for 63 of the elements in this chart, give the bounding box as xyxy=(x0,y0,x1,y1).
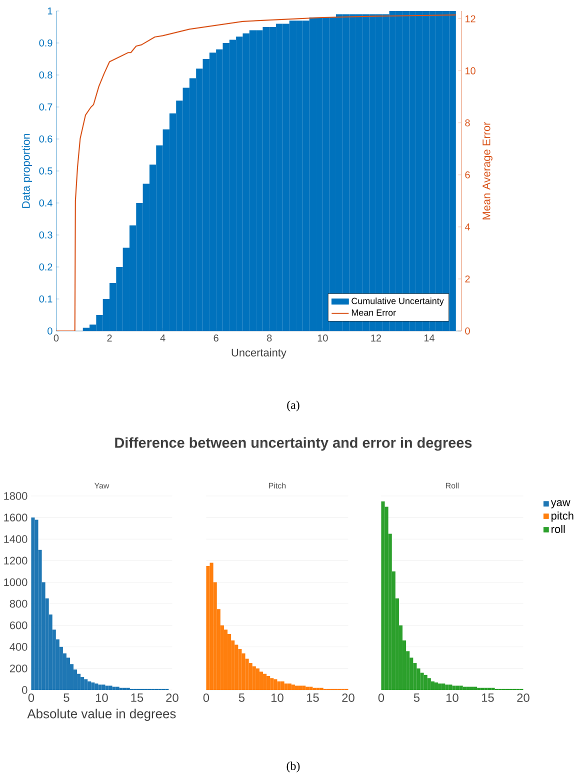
y-tick-label: 400 xyxy=(10,643,28,651)
y-tick-label: 1800 xyxy=(4,492,28,500)
x-tick-label: 20 xyxy=(342,694,354,702)
x-tick-label: 20 xyxy=(166,694,178,702)
x-tick-label: 20 xyxy=(517,694,530,702)
y-tick-label: 0.8 xyxy=(39,71,52,79)
y-tick-label: 600 xyxy=(10,621,28,630)
x-tick-label: 0 xyxy=(54,334,59,342)
text: Difference between uncertainty and error in degrees xyxy=(115,437,472,451)
y2-tick-label: 2 xyxy=(465,275,470,282)
x-tick-label: 5 xyxy=(414,694,420,702)
y-tick-label: 0.7 xyxy=(39,103,52,111)
y-tick-label: 0.4 xyxy=(39,199,52,207)
x-tick-label: 8 xyxy=(266,334,272,342)
x-axis-title: Uncertainty xyxy=(232,348,286,359)
y2-tick-label: 4 xyxy=(464,223,470,230)
y-tick-label: 0.9 xyxy=(39,39,52,47)
y-tick-label: 0.2 xyxy=(39,263,52,271)
x-tick-label: 15 xyxy=(482,694,494,702)
legend-label: Mean Error xyxy=(352,310,396,316)
x-tick-label: 15 xyxy=(306,694,319,702)
y-tick-label: 200 xyxy=(10,664,28,672)
x-tick-label: 12 xyxy=(371,334,381,342)
y2-tick-label: 6 xyxy=(465,171,470,178)
y-tick-label: 1400 xyxy=(4,535,28,543)
text: pitch xyxy=(551,512,574,522)
x-tick-label: 2 xyxy=(107,334,112,342)
legend-label: Cumulative Uncertainty xyxy=(352,298,444,306)
legend-label: roll xyxy=(551,524,565,534)
x-tick-label: 0 xyxy=(28,694,34,702)
y-tick-label: 800 xyxy=(10,600,28,608)
x-tick-label: 6 xyxy=(214,334,218,342)
y2-tick-label: 10 xyxy=(465,67,476,74)
y-tick-label: 0.6 xyxy=(39,135,52,143)
x-tick-label: 0 xyxy=(203,694,209,702)
y-tick-label: 0.1 xyxy=(39,295,52,303)
y-tick-label: 0 xyxy=(47,327,52,335)
y-tick-label: 0 xyxy=(22,686,28,694)
x-tick-label: 10 xyxy=(96,694,108,702)
y-tick-label: 1000 xyxy=(4,578,28,586)
y2-tick-label: 12 xyxy=(465,15,476,22)
x-tick-label: 5 xyxy=(64,694,70,702)
x-tick-label: 10 xyxy=(318,334,328,342)
y-tick-label: 1200 xyxy=(4,556,28,565)
x-tick-label: 10 xyxy=(446,694,458,702)
text: (a) xyxy=(287,400,300,412)
x-tick-label: 10 xyxy=(271,694,284,702)
text: (b) xyxy=(286,762,300,772)
y-tick-label: 1 xyxy=(48,8,52,14)
x-tick-label: 4 xyxy=(160,334,166,342)
y2-tick-label: 8 xyxy=(465,119,470,126)
y-tick-label: 0.3 xyxy=(39,231,52,239)
x-axis-title: Absolute value in degrees xyxy=(27,708,176,721)
x-tick-label: 15 xyxy=(131,694,144,702)
y-tick-label: 1600 xyxy=(4,514,28,522)
y2-tick-label: 0 xyxy=(465,327,470,335)
x-tick-label: 14 xyxy=(424,334,434,342)
text: yaw xyxy=(550,500,570,508)
x-tick-label: 0 xyxy=(378,694,384,702)
y-tick-label: 0.5 xyxy=(39,167,52,175)
x-tick-label: 5 xyxy=(238,694,244,702)
y-axis-title: Data proportion xyxy=(22,134,32,208)
y2-axis-title: Mean Average Error xyxy=(482,122,492,220)
